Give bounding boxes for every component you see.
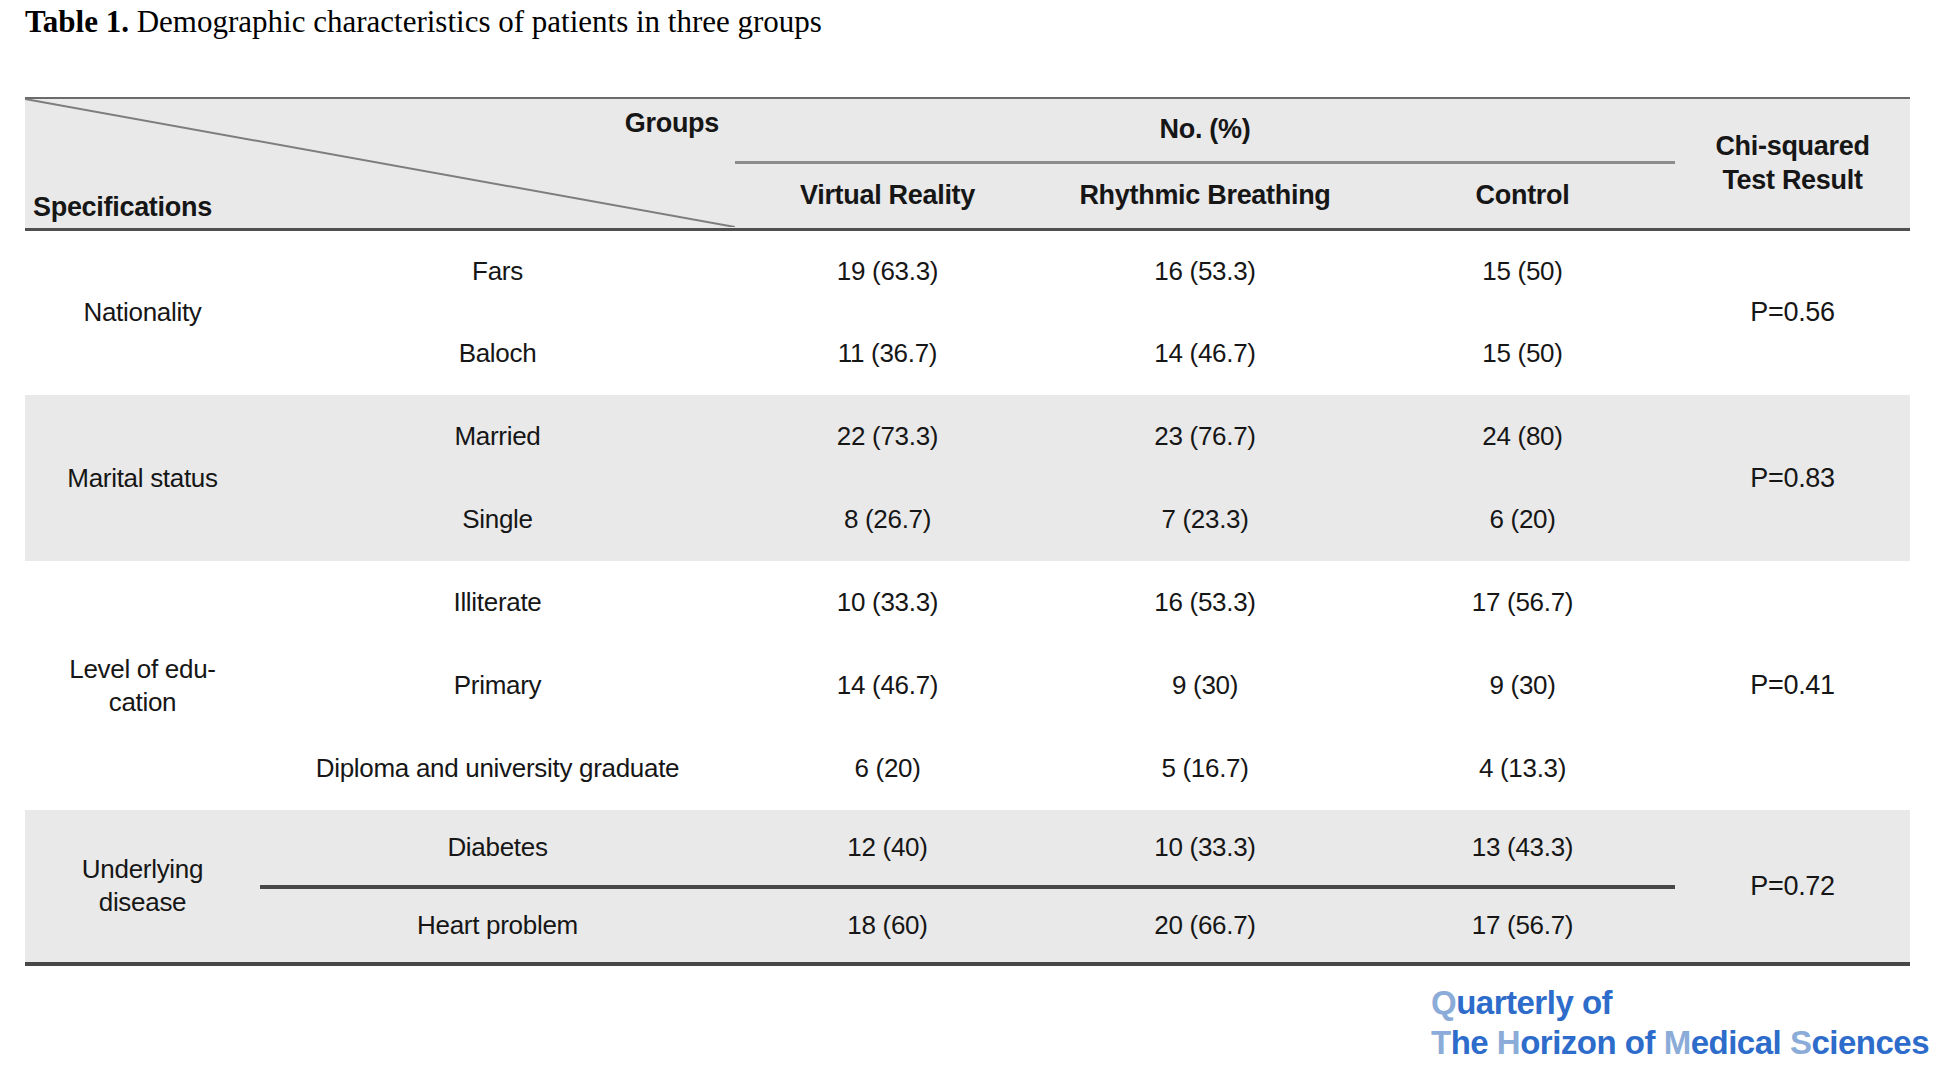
logo-segment: uarterly of bbox=[1456, 984, 1612, 1021]
value-cell: 12 (40) bbox=[735, 810, 1040, 887]
page: Table 1. Demographic characteristics of … bbox=[0, 0, 1934, 1069]
pvalue-cell: P=0.56 bbox=[1675, 229, 1910, 395]
value-cell: 9 (30) bbox=[1370, 644, 1675, 727]
table-row: Underlying disease Diabetes 12 (40) 10 (… bbox=[25, 810, 1910, 887]
pvalue-cell: P=0.41 bbox=[1675, 561, 1910, 810]
logo-segment: edical bbox=[1691, 1024, 1790, 1061]
header-col-virtual-reality: Virtual Reality bbox=[735, 162, 1040, 229]
spec-label-cell: Level of edu- cation bbox=[25, 561, 260, 810]
subcategory-cell: Primary bbox=[260, 644, 735, 727]
logo-segment: orizon of bbox=[1520, 1024, 1663, 1061]
spec-label-cell: Marital status bbox=[25, 395, 260, 561]
value-cell: 14 (46.7) bbox=[735, 644, 1040, 727]
value-cell: 7 (23.3) bbox=[1040, 478, 1370, 561]
value-cell: 15 (50) bbox=[1370, 312, 1675, 395]
spec-label-cell: Underlying disease bbox=[25, 810, 260, 964]
spec-label-cell: Nationality bbox=[25, 229, 260, 395]
value-cell: 9 (30) bbox=[1040, 644, 1370, 727]
spec-label-line2: disease bbox=[25, 886, 260, 919]
subcategory-cell: Baloch bbox=[260, 312, 735, 395]
table-caption: Table 1. Demographic characteristics of … bbox=[25, 4, 822, 40]
header-col-rhythmic-breathing: Rhythmic Breathing bbox=[1040, 162, 1370, 229]
logo-segment: ciences bbox=[1811, 1024, 1929, 1061]
table-row: Diploma and university graduate 6 (20) 5… bbox=[25, 727, 1910, 810]
value-cell: 11 (36.7) bbox=[735, 312, 1040, 395]
header-groups-label: Groups bbox=[625, 108, 719, 139]
subcategory-cell: Diabetes bbox=[260, 810, 735, 887]
logo-segment: Q bbox=[1431, 984, 1456, 1021]
table-row: Marital status Married 22 (73.3) 23 (76.… bbox=[25, 395, 1910, 478]
band-underlying-disease: Underlying disease Diabetes 12 (40) 10 (… bbox=[25, 810, 1910, 964]
header-chi-squared-line1: Chi-squared bbox=[1675, 129, 1910, 163]
value-cell: 23 (76.7) bbox=[1040, 395, 1370, 478]
value-cell: 10 (33.3) bbox=[1040, 810, 1370, 887]
demographics-table: Groups Specifications No. (%) Chi-square… bbox=[25, 97, 1910, 966]
value-cell: 15 (50) bbox=[1370, 229, 1675, 312]
pvalue-cell: P=0.83 bbox=[1675, 395, 1910, 561]
table-caption-text: Demographic characteristics of patients … bbox=[129, 4, 822, 39]
header-col-control: Control bbox=[1370, 162, 1675, 229]
band-education: Level of edu- cation Illiterate 10 (33.3… bbox=[25, 561, 1910, 810]
spec-label-line1: Nationality bbox=[25, 296, 260, 329]
value-cell: 20 (66.7) bbox=[1040, 887, 1370, 964]
value-cell: 13 (43.3) bbox=[1370, 810, 1675, 887]
spec-label-line1: Underlying bbox=[25, 853, 260, 886]
value-cell: 22 (73.3) bbox=[735, 395, 1040, 478]
table-header: Groups Specifications No. (%) Chi-square… bbox=[25, 98, 1910, 229]
value-cell: 8 (26.7) bbox=[735, 478, 1040, 561]
value-cell: 17 (56.7) bbox=[1370, 887, 1675, 964]
value-cell: 6 (20) bbox=[1370, 478, 1675, 561]
journal-logo-line1: Quarterly of bbox=[1431, 983, 1929, 1023]
subcategory-cell: Married bbox=[260, 395, 735, 478]
spec-label-line1: Marital status bbox=[25, 462, 260, 495]
subcategory-cell: Heart problem bbox=[260, 887, 735, 964]
value-cell: 16 (53.3) bbox=[1040, 561, 1370, 644]
pvalue-cell: P=0.72 bbox=[1675, 810, 1910, 964]
band-nationality: Nationality Fars 19 (63.3) 16 (53.3) 15 … bbox=[25, 229, 1910, 395]
spec-label-line1: Level of edu- bbox=[25, 653, 260, 686]
header-chi-squared: Chi-squared Test Result bbox=[1675, 98, 1910, 229]
logo-segment: he bbox=[1451, 1024, 1497, 1061]
table-row: Primary 14 (46.7) 9 (30) 9 (30) bbox=[25, 644, 1910, 727]
subcategory-cell: Illiterate bbox=[260, 561, 735, 644]
value-cell: 19 (63.3) bbox=[735, 229, 1040, 312]
value-cell: 16 (53.3) bbox=[1040, 229, 1370, 312]
logo-segment: M bbox=[1664, 1024, 1691, 1061]
value-cell: 18 (60) bbox=[735, 887, 1040, 964]
value-cell: 14 (46.7) bbox=[1040, 312, 1370, 395]
table-row: Nationality Fars 19 (63.3) 16 (53.3) 15 … bbox=[25, 229, 1910, 312]
subcategory-cell: Fars bbox=[260, 229, 735, 312]
header-chi-squared-line2: Test Result bbox=[1675, 163, 1910, 197]
subcategory-cell: Single bbox=[260, 478, 735, 561]
journal-logo-line2: The Horizon of Medical Sciences bbox=[1431, 1023, 1929, 1063]
diagonal-header-cell: Groups Specifications bbox=[25, 98, 735, 229]
header-specifications-label: Specifications bbox=[33, 192, 212, 223]
header-no-pct: No. (%) bbox=[735, 98, 1675, 162]
value-cell: 4 (13.3) bbox=[1370, 727, 1675, 810]
table-caption-number: Table 1. bbox=[25, 4, 129, 39]
value-cell: 5 (16.7) bbox=[1040, 727, 1370, 810]
value-cell: 24 (80) bbox=[1370, 395, 1675, 478]
spec-label-line2: cation bbox=[25, 686, 260, 719]
subcategory-cell: Diploma and university graduate bbox=[260, 727, 735, 810]
value-cell: 17 (56.7) bbox=[1370, 561, 1675, 644]
logo-segment: H bbox=[1497, 1024, 1520, 1061]
table-row: Baloch 11 (36.7) 14 (46.7) 15 (50) bbox=[25, 312, 1910, 395]
table-row: Level of edu- cation Illiterate 10 (33.3… bbox=[25, 561, 1910, 644]
band-marital-status: Marital status Married 22 (73.3) 23 (76.… bbox=[25, 395, 1910, 561]
table-row: Single 8 (26.7) 7 (23.3) 6 (20) bbox=[25, 478, 1910, 561]
logo-segment: T bbox=[1431, 1024, 1451, 1061]
table-row: Heart problem 18 (60) 20 (66.7) 17 (56.7… bbox=[25, 887, 1910, 964]
value-cell: 6 (20) bbox=[735, 727, 1040, 810]
logo-segment: S bbox=[1790, 1024, 1812, 1061]
journal-logo: Quarterly of The Horizon of Medical Scie… bbox=[1431, 983, 1929, 1063]
value-cell: 10 (33.3) bbox=[735, 561, 1040, 644]
